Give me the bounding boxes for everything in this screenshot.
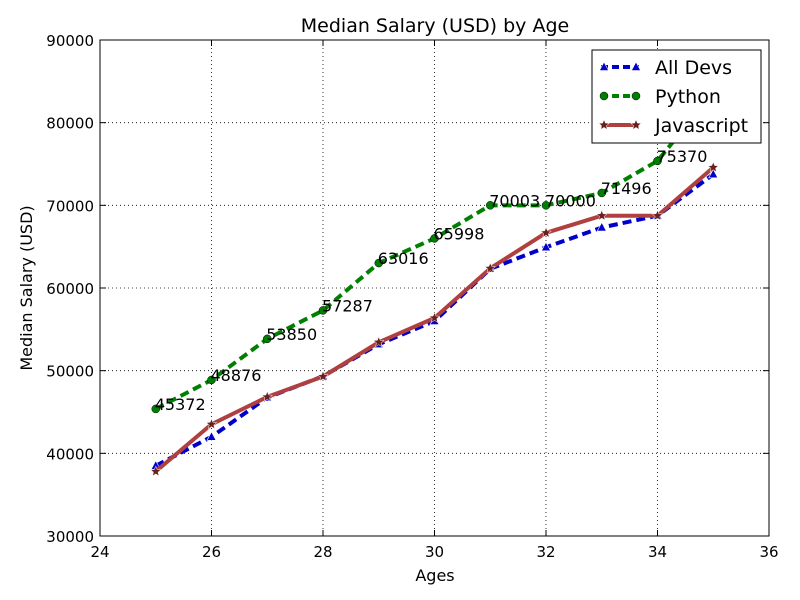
y-tick-label: 50000: [46, 363, 94, 381]
data-point: [263, 334, 272, 344]
data-point: [540, 226, 552, 238]
data-point: [651, 209, 664, 221]
y-tick-label: 30000: [46, 528, 94, 546]
data-point: [541, 201, 551, 210]
data-point: [631, 61, 641, 71]
data-label: 65998: [434, 224, 485, 243]
x-tick-label: 32: [536, 543, 555, 561]
data-label: 57287: [322, 296, 373, 315]
data-point: [599, 91, 609, 101]
data-point: [599, 61, 609, 71]
data-point: [541, 241, 551, 252]
x-tick-label: 24: [90, 543, 109, 561]
data-point: [372, 336, 385, 348]
data-point: [596, 221, 607, 232]
y-tick-label: 70000: [46, 197, 94, 215]
plot-area: 24 26 28 30 32 34 36 30000 40000 50000 60000 70000 8…: [46, 32, 778, 561]
data-point: [707, 161, 720, 173]
x-tick-label: 36: [759, 543, 778, 561]
y-tick-label: 80000: [46, 115, 94, 133]
x-tick-label: 34: [648, 543, 667, 561]
legend-label: Python: [655, 86, 721, 108]
data-point: [151, 404, 160, 414]
data-point: [486, 201, 495, 210]
data-label: 63016: [378, 249, 429, 268]
y-tick-label: 60000: [46, 280, 94, 298]
y-axis-title: Median Salary (USD): [17, 205, 36, 370]
x-tick-label: 26: [202, 543, 221, 561]
data-point: [595, 209, 608, 221]
legend: All Devs Python Javascript: [591, 49, 762, 144]
data-point: [428, 311, 441, 323]
data-point: [207, 375, 216, 385]
data-point: [484, 262, 497, 274]
data-point: [597, 188, 606, 198]
data-point: [598, 118, 610, 130]
data-label: 70000: [545, 191, 596, 210]
data-label: 70003: [489, 191, 540, 210]
data-point: [374, 258, 383, 268]
x-axis-title: Ages: [415, 566, 454, 585]
chart-title: Median Salary (USD) by Age: [301, 15, 569, 37]
data-label: 75370: [657, 147, 708, 166]
data-point: [261, 390, 274, 402]
data-point: [430, 234, 439, 243]
legend-box: [591, 49, 762, 144]
legend-label: All Devs: [655, 57, 732, 79]
data-label: 53850: [266, 325, 317, 344]
data-point: [318, 306, 328, 315]
x-tick-label: 28: [313, 543, 332, 561]
data-label: 71496: [601, 179, 652, 198]
y-tick-label: 40000: [46, 445, 94, 463]
data-point: [317, 370, 329, 382]
data-label: 48876: [211, 366, 262, 385]
data-point: [631, 91, 641, 101]
data-point: [708, 168, 719, 179]
data-point: [206, 431, 217, 441]
y-tick-label: 90000: [46, 32, 94, 50]
data-point: [630, 118, 642, 130]
data-label: 45372: [155, 395, 206, 414]
x-tick-label: 30: [425, 543, 444, 561]
legend-label: Javascript: [654, 115, 748, 137]
data-point: [149, 465, 162, 477]
data-point: [653, 156, 662, 166]
data-point: [205, 418, 218, 430]
